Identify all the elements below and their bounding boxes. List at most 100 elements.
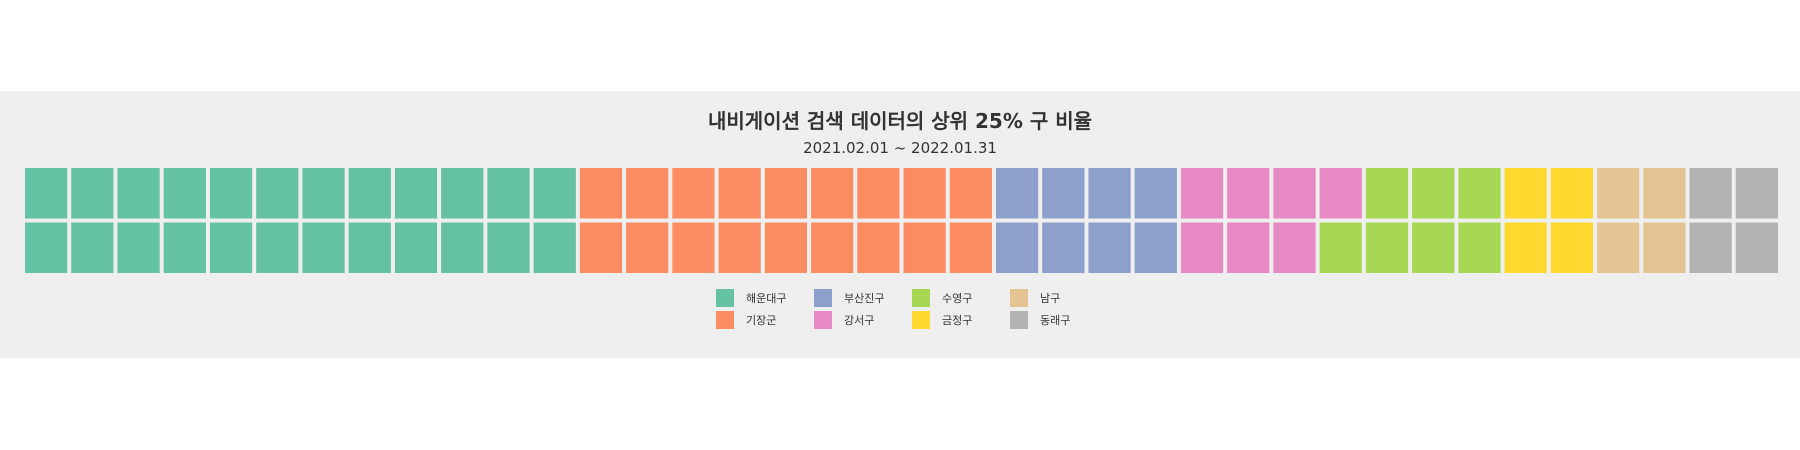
legend-item: 남구 [1010, 287, 1108, 309]
waffle-cell-기장군 [626, 168, 669, 219]
waffle-cell-기장군 [903, 222, 946, 273]
legend-label: 동래구 [1040, 314, 1071, 327]
waffle-cell-수영구 [1365, 222, 1409, 273]
waffle-cell-기장군 [811, 222, 854, 273]
legend-label: 수영구 [942, 292, 973, 305]
legend-item: 동래구 [1010, 309, 1108, 331]
waffle-cell-기장군 [857, 222, 900, 273]
waffle-cell-금정구 [1550, 168, 1594, 219]
waffle-cell-해운대구 [441, 168, 484, 219]
waffle-cell-기장군 [718, 222, 761, 273]
waffle-cell-부산진구 [995, 168, 1039, 219]
waffle-cell-금정구 [1550, 222, 1594, 273]
waffle-cell-해운대구 [302, 222, 345, 273]
waffle-cell-강서구 [1273, 168, 1316, 219]
waffle-cell-부산진구 [995, 222, 1039, 273]
waffle-cell-해운대구 [163, 222, 206, 273]
chart-panel: 내비게이션 검색 데이터의 상위 25% 구 비율 2021.02.01 ~ 2… [0, 91, 1800, 358]
legend-item: 강서구 [814, 309, 912, 331]
legend-label: 해운대구 [746, 292, 787, 305]
waffle-cell-동래구 [1735, 222, 1778, 273]
legend-swatch [814, 311, 832, 329]
waffle-cell-부산진구 [1088, 222, 1131, 273]
chart-title: 내비게이션 검색 데이터의 상위 25% 구 비율 [707, 109, 1093, 133]
waffle-cell-해운대구 [533, 222, 576, 273]
waffle-cell-강서구 [1180, 222, 1224, 273]
waffle-cell-남구 [1597, 222, 1640, 273]
waffle-cell-해운대구 [209, 222, 253, 273]
waffle-cell-강서구 [1227, 168, 1270, 219]
waffle-cell-해운대구 [487, 222, 530, 273]
waffle-cell-기장군 [579, 222, 623, 273]
waffle-cell-부산진구 [1042, 168, 1085, 219]
waffle-cell-해운대구 [71, 168, 114, 219]
waffle-cell-해운대구 [163, 168, 206, 219]
waffle-cell-동래구 [1689, 222, 1732, 273]
waffle-cell-수영구 [1458, 168, 1501, 219]
waffle-cell-기장군 [764, 168, 808, 219]
waffle-cell-금정구 [1504, 168, 1547, 219]
waffle-cell-기장군 [949, 168, 992, 219]
waffle-cell-부산진구 [1042, 222, 1085, 273]
legend-label: 금정구 [942, 314, 973, 327]
legend-swatch [716, 311, 734, 329]
waffle-cell-기장군 [579, 168, 623, 219]
waffle-cell-부산진구 [1134, 222, 1177, 273]
waffle-cell-동래구 [1689, 168, 1732, 219]
waffle-cell-해운대구 [25, 222, 68, 273]
waffle-cell-동래구 [1735, 168, 1778, 219]
waffle-cell-기장군 [857, 168, 900, 219]
chart-subtitle: 2021.02.01 ~ 2022.01.31 [803, 139, 997, 157]
legend-swatch [814, 289, 832, 307]
waffle-cell-해운대구 [256, 168, 299, 219]
waffle-cell-해운대구 [348, 222, 391, 273]
legend-swatch [912, 289, 930, 307]
legend-label: 남구 [1040, 292, 1061, 305]
legend-label: 강서구 [844, 314, 875, 327]
waffle-cell-기장군 [672, 168, 715, 219]
waffle-cell-해운대구 [117, 168, 160, 219]
waffle-cell-해운대구 [256, 222, 299, 273]
legend-item: 해운대구 [716, 287, 814, 309]
waffle-chart [25, 168, 1778, 273]
waffle-cell-강서구 [1319, 168, 1362, 219]
waffle-cell-기장군 [949, 222, 992, 273]
waffle-cell-해운대구 [25, 168, 68, 219]
waffle-cell-해운대구 [209, 168, 253, 219]
waffle-cell-기장군 [811, 168, 854, 219]
waffle-cell-기장군 [672, 222, 715, 273]
legend-item: 수영구 [912, 287, 1010, 309]
legend-item: 기장군 [716, 309, 814, 331]
waffle-cell-강서구 [1273, 222, 1316, 273]
legend-item: 부산진구 [814, 287, 912, 309]
waffle-cell-해운대구 [487, 168, 530, 219]
waffle-cell-해운대구 [117, 222, 160, 273]
waffle-cell-기장군 [764, 222, 808, 273]
waffle-cell-해운대구 [348, 168, 391, 219]
waffle-cell-부산진구 [1134, 168, 1177, 219]
waffle-cell-수영구 [1412, 168, 1455, 219]
waffle-cell-수영구 [1365, 168, 1409, 219]
waffle-cell-해운대구 [441, 222, 484, 273]
waffle-cell-남구 [1597, 168, 1640, 219]
waffle-cell-강서구 [1180, 168, 1224, 219]
legend-swatch [716, 289, 734, 307]
waffle-cell-남구 [1643, 168, 1686, 219]
waffle-cell-부산진구 [1088, 168, 1131, 219]
waffle-cell-남구 [1643, 222, 1686, 273]
waffle-cell-수영구 [1412, 222, 1455, 273]
waffle-cell-기장군 [626, 222, 669, 273]
waffle-cell-수영구 [1458, 222, 1501, 273]
waffle-cell-해운대구 [71, 222, 114, 273]
legend-swatch [1010, 289, 1028, 307]
legend-item: 금정구 [912, 309, 1010, 331]
waffle-cell-기장군 [718, 168, 761, 219]
waffle-cell-금정구 [1504, 222, 1547, 273]
waffle-cell-해운대구 [302, 168, 345, 219]
waffle-cell-해운대구 [533, 168, 576, 219]
legend-swatch [1010, 311, 1028, 329]
legend-swatch [912, 311, 930, 329]
legend-label: 부산진구 [844, 292, 885, 305]
legend-label: 기장군 [746, 314, 777, 327]
